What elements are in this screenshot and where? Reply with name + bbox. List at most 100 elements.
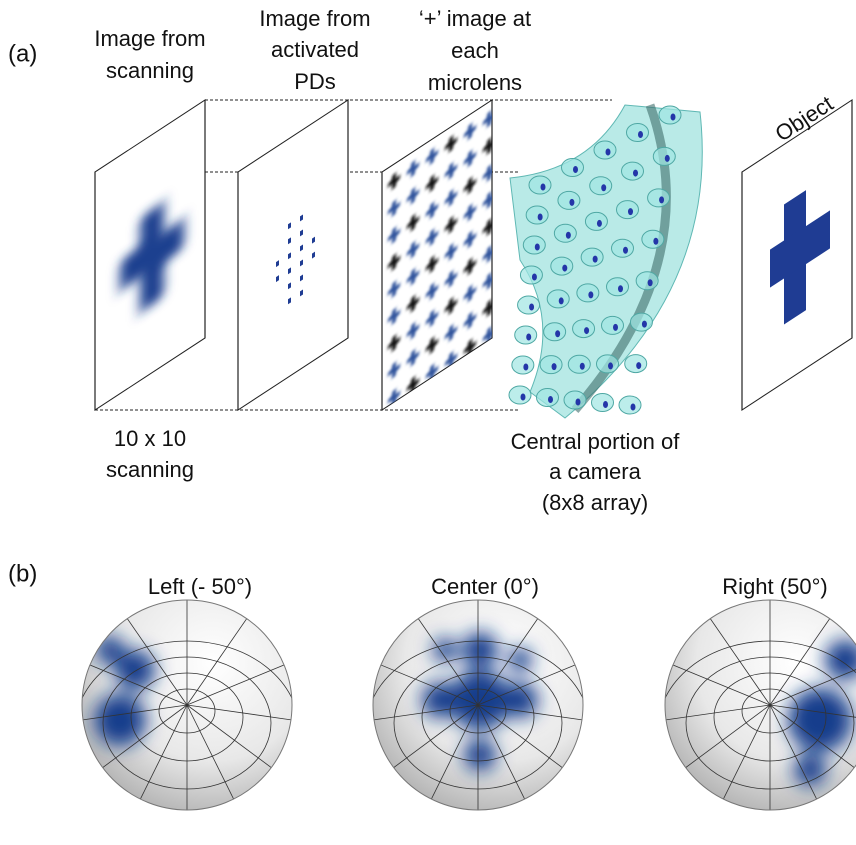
microlens [562, 159, 584, 177]
microlens [558, 191, 580, 209]
microlens [653, 147, 675, 165]
microlens [537, 389, 559, 407]
photodiode [521, 394, 526, 401]
caption: 10 x 10 [114, 426, 186, 451]
blob [462, 632, 498, 668]
photodiode [552, 363, 557, 370]
page: {"panel_a": {"label": "(a)", "captions_t… [0, 0, 856, 845]
photodiode [529, 304, 534, 311]
object-panel [742, 100, 852, 410]
photodiode [541, 184, 546, 191]
microlens [551, 257, 573, 275]
photodiode [601, 184, 606, 191]
photodiode [613, 324, 618, 331]
caption: a camera [549, 459, 641, 484]
blob [508, 648, 532, 672]
microlens [625, 355, 647, 373]
photodiode [628, 208, 633, 215]
microlens [585, 212, 607, 230]
photodiode [588, 291, 593, 298]
microlens [520, 266, 542, 284]
pd-panel [238, 100, 348, 410]
view-label: Left (- 50°) [148, 574, 252, 599]
microlens [573, 320, 595, 338]
microlens [592, 394, 614, 412]
photodiode [523, 364, 528, 371]
caption: Image from [94, 26, 205, 51]
caption: Image from [259, 6, 370, 31]
photodiode [566, 232, 571, 239]
blob [450, 670, 510, 730]
photodiode [638, 131, 643, 138]
microlens [564, 391, 586, 409]
photodiode [618, 285, 623, 292]
scan-panel [95, 100, 205, 410]
caption: scanning [106, 58, 194, 83]
photodiode [562, 265, 567, 272]
microlens-panel [382, 98, 495, 412]
photodiode [593, 256, 598, 263]
panel-label: (a) [8, 40, 37, 67]
microlens [619, 396, 641, 414]
photodiode [569, 199, 574, 206]
microlens [597, 355, 619, 373]
photodiode [608, 362, 613, 369]
caption: activated [271, 37, 359, 62]
microlens [518, 296, 540, 314]
photodiode [573, 166, 578, 173]
photodiode [642, 321, 647, 328]
view-label: Right (50°) [722, 574, 827, 599]
microlens [523, 236, 545, 254]
microlens [594, 141, 616, 159]
photodiode [576, 399, 581, 406]
microlens [554, 224, 576, 242]
spheres [47, 585, 856, 845]
microlens [515, 326, 537, 344]
microlens [648, 189, 670, 207]
photodiode [653, 238, 658, 245]
microlens [547, 290, 569, 308]
microlens [636, 272, 658, 290]
microlens [529, 176, 551, 194]
photodiode [532, 274, 537, 281]
microlens [512, 356, 534, 374]
microlens [607, 278, 629, 296]
photodiode [659, 196, 664, 203]
photodiode [548, 396, 553, 403]
microlens [627, 124, 649, 142]
microlens [617, 201, 639, 219]
microlens [630, 313, 652, 331]
sphere [338, 585, 618, 845]
photodiode [538, 214, 543, 221]
microlens [568, 355, 590, 373]
photodiode [648, 279, 653, 286]
microlens [659, 106, 681, 124]
microlens [577, 284, 599, 302]
photodiode [631, 404, 636, 411]
photodiode [633, 170, 638, 177]
microlens [581, 248, 603, 266]
caption: microlens [428, 70, 522, 95]
caption: each [451, 38, 499, 63]
microlens [509, 386, 531, 404]
microlens [590, 177, 612, 195]
photodiode [603, 401, 608, 408]
microlens [642, 230, 664, 248]
blob [433, 638, 457, 662]
photodiode [623, 247, 628, 254]
blob [464, 739, 496, 771]
caption: (8x8 array) [542, 490, 648, 515]
photodiode [584, 327, 589, 334]
photodiode [580, 363, 585, 370]
photodiode [671, 114, 676, 121]
sphere [47, 585, 327, 845]
microlens [544, 323, 566, 341]
photodiode [535, 244, 540, 251]
microlens [526, 206, 548, 224]
photodiode [555, 330, 560, 337]
photodiode [606, 149, 611, 156]
photodiode [636, 362, 641, 369]
view-label: Center (0°) [431, 574, 539, 599]
microlens [622, 162, 644, 180]
caption: Central portion of [511, 429, 681, 454]
